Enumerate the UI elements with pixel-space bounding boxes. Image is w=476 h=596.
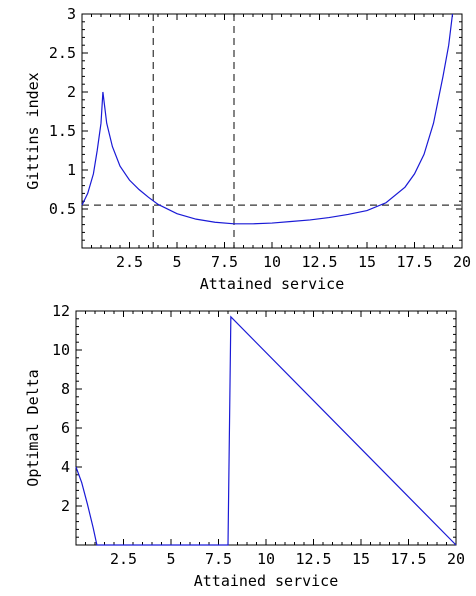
x-tick-label: 5 <box>166 550 175 568</box>
y-tick-label: 3 <box>67 5 76 23</box>
x-tick-label: 12.5 <box>301 253 337 271</box>
x-tick-label: 7.5 <box>205 550 232 568</box>
plot-frame <box>81 13 463 249</box>
y-tick-label: 12 <box>52 302 70 320</box>
tick-labels: 2.5 5 7.5 10 12.5 15 17.5 20 2 4 6 8 10 12 <box>52 302 465 568</box>
optimal-delta-chart: 2.5 5 7.5 10 12.5 15 17.5 20 2 4 6 8 10 12 Attained s… <box>24 302 465 590</box>
y-tick-label: 6 <box>61 419 70 437</box>
x-tick-label: 10 <box>257 550 275 568</box>
x-tick-label: 7.5 <box>211 253 238 271</box>
x-tick-label: 10 <box>263 253 281 271</box>
gittins-index-curve <box>81 13 454 225</box>
gittins-index-chart: 2.5 5 7.5 10 12.5 15 17.5 20 0.5 1 1.5 2 2.5 3 Attain… <box>24 5 471 293</box>
x-axis-label: Attained service <box>200 275 345 293</box>
x-tick-label: 17.5 <box>390 550 426 568</box>
x-tick-label: 15 <box>352 550 370 568</box>
x-tick-label: 2.5 <box>110 550 137 568</box>
tick-labels: 2.5 5 7.5 10 12.5 15 17.5 20 0.5 1 1.5 2 2.5 3 <box>49 5 471 271</box>
x-tick-label: 5 <box>172 253 181 271</box>
y-tick-label: 1.5 <box>49 122 76 140</box>
y-axis-label: Optimal Delta <box>24 369 42 486</box>
plot-frame <box>75 310 457 546</box>
y-tick-label: 0.5 <box>49 200 76 218</box>
x-tick-label: 2.5 <box>116 253 143 271</box>
y-tick-label: 10 <box>52 341 70 359</box>
y-tick-label: 2.5 <box>49 44 76 62</box>
axis-ticks <box>75 310 457 546</box>
x-tick-label: 12.5 <box>295 550 331 568</box>
x-tick-label: 17.5 <box>396 253 432 271</box>
x-tick-label: 15 <box>358 253 376 271</box>
x-tick-label: 20 <box>453 253 471 271</box>
y-tick-label: 8 <box>61 380 70 398</box>
optimal-delta-curve <box>75 315 457 546</box>
x-axis-label: Attained service <box>194 572 339 590</box>
axis-ticks <box>81 13 463 249</box>
y-tick-label: 2 <box>61 497 70 515</box>
y-axis-label: Gittins index <box>24 72 42 189</box>
reference-lines <box>82 14 462 248</box>
x-tick-label: 20 <box>447 550 465 568</box>
y-tick-label: 1 <box>67 161 76 179</box>
y-tick-label: 2 <box>67 83 76 101</box>
y-tick-label: 4 <box>61 458 70 476</box>
